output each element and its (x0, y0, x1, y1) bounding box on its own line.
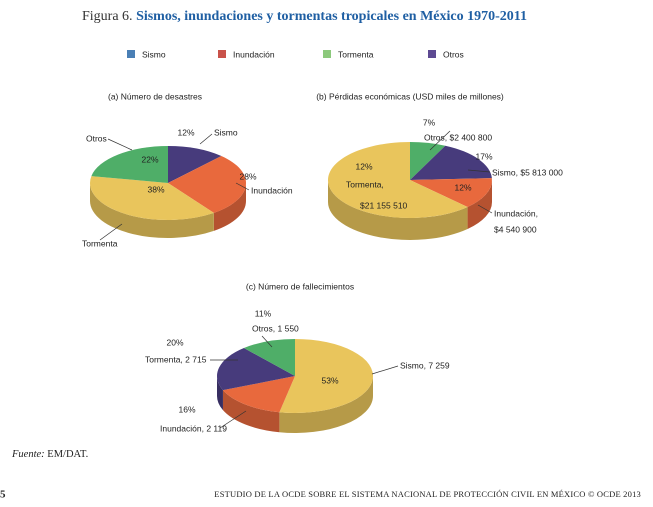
percent-label: 12% (355, 161, 372, 171)
slice-side (90, 183, 214, 238)
page-number: 5 (0, 489, 6, 501)
slice-side (217, 376, 223, 411)
value-label: 38% (147, 184, 164, 194)
legend-swatch (428, 50, 436, 58)
legend-label: Sismo (142, 49, 166, 59)
leader-line (261, 335, 273, 348)
slice (279, 339, 374, 414)
leader-line (99, 223, 123, 241)
value-label: Otros, $2 400 800 (424, 132, 492, 142)
category-label: Sismo (214, 127, 238, 137)
percent-label: 20% (166, 337, 183, 347)
percent-label: 16% (178, 404, 195, 414)
footer-text: ESTUDIO DE LA OCDE SOBRE EL SISTEMA NACI… (214, 489, 641, 499)
source-label: Fuente: (11, 449, 45, 460)
category-label: Tormenta (82, 238, 118, 248)
slice (243, 339, 295, 376)
category-label: Otros (86, 133, 107, 143)
leader-line (429, 130, 451, 151)
source-note: Fuente: EM/DAT. (11, 449, 88, 460)
figure-title: Sismos, inundaciones y tormentas tropica… (136, 9, 527, 24)
category-label: Inundación (251, 185, 293, 195)
chart-title: (c) Número de fallecimientos (246, 281, 354, 291)
percent-label: 7% (423, 117, 436, 127)
slice (222, 376, 295, 413)
slice (90, 176, 214, 220)
slice (168, 156, 246, 213)
legend-label: Tormenta (338, 49, 374, 59)
value-label: Tormenta, (346, 179, 384, 189)
slice (410, 142, 446, 180)
value-label: 12% (177, 127, 194, 137)
percent-label: 17% (475, 151, 492, 161)
value-label: Inundación, (494, 208, 538, 218)
slice-side (467, 180, 492, 230)
slice-side (279, 376, 373, 433)
value-label: 28% (239, 171, 256, 181)
leader-line (467, 169, 491, 173)
slice-side (213, 183, 246, 231)
value-label: Sismo, $5 813 000 (492, 167, 563, 177)
slice (327, 142, 468, 218)
legend-label: Otros (443, 49, 464, 59)
percent-label: 12% (454, 182, 471, 192)
slice-side (222, 390, 280, 433)
chart-title: (a) Número de desastres (108, 91, 202, 101)
slice-side (328, 180, 468, 240)
figure-number: Figura 6. (82, 9, 133, 24)
value-label: Otros, 1 550 (252, 323, 299, 333)
leader-line (199, 133, 213, 145)
leader-line (235, 182, 250, 191)
slice (91, 146, 168, 183)
leader-line (219, 410, 247, 429)
figure-heading: Figura 6. Sismos, inundaciones y torment… (82, 9, 527, 24)
slice (217, 348, 295, 391)
legend: Sismo Inundación Tormenta Otros (127, 49, 464, 59)
value-label: $4 540 900 (494, 224, 537, 234)
chart-title: (b) Pérdidas económicas (USD miles de mi… (316, 91, 504, 101)
slice (410, 145, 492, 180)
leader-line (477, 204, 493, 214)
leader-line (107, 138, 133, 151)
slice (410, 178, 492, 208)
legend-swatch (323, 50, 331, 58)
slice (168, 146, 222, 183)
value-label: Tormenta, 2 715 (145, 354, 207, 364)
percent-label: 11% (255, 308, 272, 318)
percent-label: 53% (321, 375, 338, 385)
value-label: Inundación, 2 119 (160, 423, 227, 433)
value-label: 22% (141, 154, 158, 164)
legend-swatch (127, 50, 135, 58)
leader-line (371, 365, 399, 375)
source-text: EM/DAT. (47, 449, 88, 460)
value-label: Sismo, 7 259 (400, 360, 450, 370)
value-label: $21 155 510 (360, 200, 408, 210)
legend-swatch (218, 50, 226, 58)
legend-label: Inundación (233, 49, 275, 59)
